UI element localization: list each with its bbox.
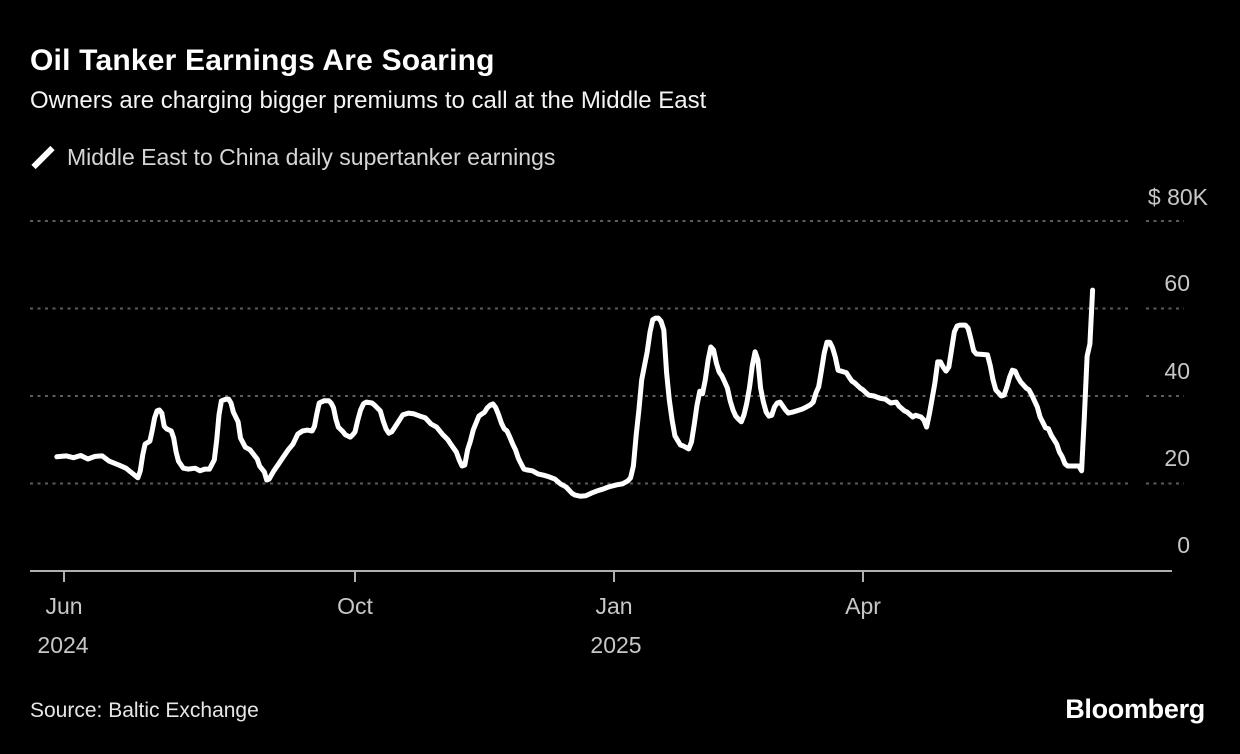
chart-legend: Middle East to China daily supertanker e…	[30, 143, 555, 171]
source-credit: Source: Baltic Exchange	[30, 699, 259, 722]
x-axis-label-oct: Oct	[337, 593, 373, 619]
line-stroke-icon	[30, 144, 56, 170]
y-axis-label-80k: $ 80K	[1147, 184, 1208, 210]
x-axis-label-jan: Jan	[595, 593, 633, 619]
y-axis-label-0: 0	[1177, 532, 1190, 558]
earnings-line-series	[54, 287, 1096, 499]
chart-subtitle: Owners are charging bigger premiums to c…	[30, 87, 707, 114]
x-axis-year-2025: 2025	[590, 632, 642, 658]
x-axis-year-2024: 2024	[37, 632, 89, 658]
x-axis-label-jun: Jun	[45, 593, 83, 619]
legend-label: Middle East to China daily supertanker e…	[67, 143, 556, 170]
y-axis-label-60: 60	[1164, 270, 1190, 296]
y-axis-label-40: 40	[1164, 358, 1190, 384]
x-axis-label-apr: Apr	[845, 593, 881, 619]
page-title: Oil Tanker Earnings Are Soaring	[30, 44, 495, 77]
bloomberg-logo: Bloomberg	[1065, 694, 1205, 724]
y-axis-label-20: 20	[1164, 445, 1190, 471]
